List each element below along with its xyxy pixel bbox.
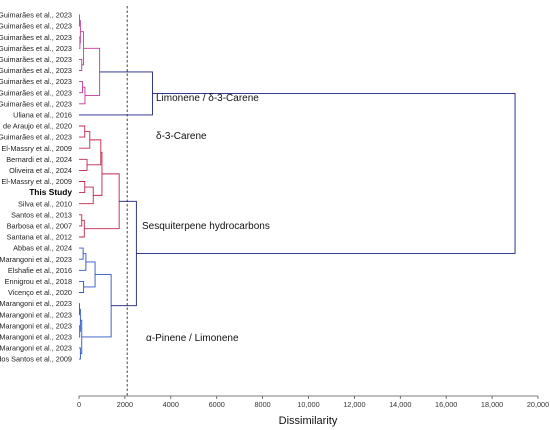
leaf-label: Guimarães et al., 2023 <box>0 44 72 53</box>
x-tick-label: 6000 <box>209 400 225 409</box>
leaf-label: Elshafie et al., 2016 <box>8 266 72 275</box>
cluster-label-limonene-carene: Limonene / δ-3-Carene <box>156 93 259 104</box>
cluster-label-carene: δ-3-Carene <box>156 131 207 142</box>
x-tick-label: 12,000 <box>343 400 365 409</box>
cluster-label-pinene-limonene: α-Pinene / Limonene <box>146 333 239 344</box>
leaf-label: Marangoni et al., 2023 <box>0 299 72 308</box>
leaf-label: Uliana et al., 2016 <box>13 111 72 120</box>
leaf-label: Oliveira et al., 2024 <box>9 166 72 175</box>
x-tick-label: 20,000 <box>527 400 549 409</box>
dendrogram-link <box>79 280 85 293</box>
leaf-label: Guimarães et al., 2023 <box>0 11 72 20</box>
leaf-label: Santos et al., 2013 <box>11 210 72 219</box>
dendrogram-links <box>79 14 516 360</box>
leaf-label: Guimarães et al., 2023 <box>0 33 72 42</box>
leaf-label: Vicenço et al., 2020 <box>8 288 72 297</box>
dendrogram-link <box>84 173 120 230</box>
dendrogram-link <box>79 347 81 360</box>
leaf-label: Guimarães et al., 2023 <box>0 77 72 86</box>
leaf-label: Marangoni et al., 2023 <box>0 255 72 264</box>
x-axis-ticks: 0 2000 4000 6000 8000 10,000 12,000 14,000 16,00… <box>77 396 549 409</box>
x-tick-label: 2000 <box>117 400 133 409</box>
dendrogram-link <box>79 81 83 94</box>
leaf-labels: Guimarães et al., 2023 Guimarães et al., … <box>0 11 72 364</box>
leaf-label: El-Massry et al., 2009 <box>1 144 72 153</box>
leaf-label: dos Santos et al., 2009 <box>0 355 72 364</box>
dendrogram-link <box>83 261 96 288</box>
leaf-label: Guimarães et al., 2023 <box>0 66 72 75</box>
dendrogram-link <box>83 47 101 96</box>
dendrogram-link <box>79 71 153 116</box>
dendrogram-link <box>79 325 81 338</box>
leaf-label: Guimarães et al., 2023 <box>0 133 72 142</box>
x-tick-label: 0 <box>77 400 81 409</box>
x-axis-title: Dissimilarity <box>279 415 338 427</box>
dendrogram-link <box>79 253 87 271</box>
dendrogram-link <box>79 125 86 138</box>
leaf-label: Abbas et al., 2024 <box>13 244 72 253</box>
x-tick-label: 4000 <box>163 400 179 409</box>
x-tick-label: 8000 <box>254 400 270 409</box>
leaf-label: This Study <box>29 187 72 197</box>
leaf-label: Marangoni et al., 2023 <box>0 333 72 342</box>
leaf-label: Guimarães et al., 2023 <box>0 88 72 97</box>
dendrogram-link <box>79 186 94 205</box>
dendrogram-link <box>87 139 102 166</box>
leaf-label: Marangoni et al., 2023 <box>0 344 72 353</box>
dendrogram-link <box>79 214 83 227</box>
x-tick-label: 16,000 <box>435 400 457 409</box>
leaf-label: Santana et al., 2012 <box>7 233 72 242</box>
leaf-label: Silva et al., 2010 <box>18 199 72 208</box>
x-tick-label: 10,000 <box>297 400 319 409</box>
leaf-label: Bernardi et al., 2024 <box>6 155 72 164</box>
leaf-label: Guimarães et al., 2023 <box>0 99 72 108</box>
dendrogram-link <box>136 92 516 254</box>
dendrogram-link <box>79 36 81 49</box>
cluster-label-sesquiterpene: Sesquiterpene hydrocarbons <box>142 221 270 232</box>
leaf-label: Marangoni et al., 2023 <box>0 310 72 319</box>
leaf-label: Marangoni et al., 2023 <box>0 321 72 330</box>
leaf-label: Guimarães et al., 2023 <box>0 55 72 64</box>
leaf-label: Guimarães et al., 2023 <box>0 22 72 31</box>
dendrogram-link <box>81 274 112 338</box>
x-tick-label: 14,000 <box>389 400 411 409</box>
leaf-label: Ennigrou et al., 2018 <box>5 277 72 286</box>
dendrogram-link <box>111 200 137 307</box>
dendrogram-link <box>79 86 86 105</box>
leaf-label: de Araujo et al., 2020 <box>3 122 72 131</box>
leaf-label: El-Massry et al., 2009 <box>1 177 72 186</box>
dendrogram-link <box>79 247 84 260</box>
dendrogram-link <box>79 158 88 171</box>
x-tick-label: 18,000 <box>481 400 503 409</box>
dendrogram-link <box>79 58 83 71</box>
dendrogram-link <box>79 181 86 194</box>
leaf-label: Barbosa et al., 2007 <box>7 222 72 231</box>
